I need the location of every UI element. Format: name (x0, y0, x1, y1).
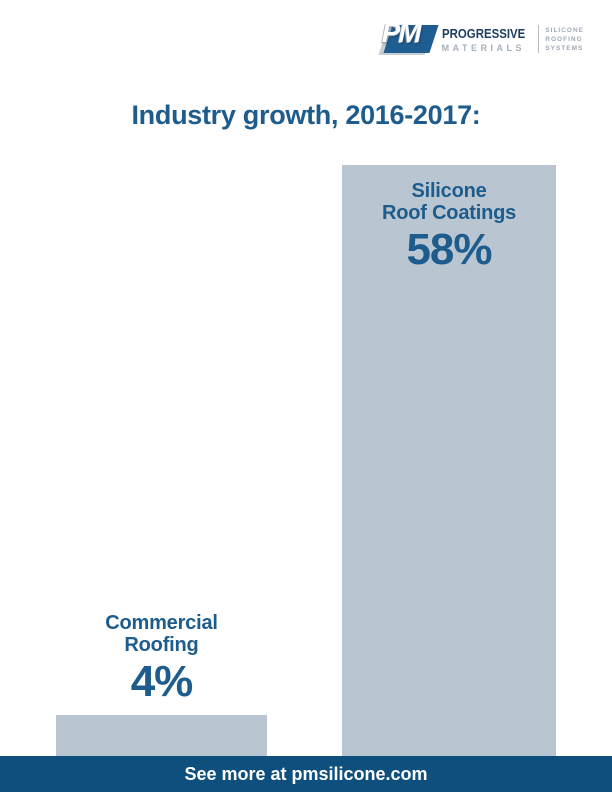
footer-cta-text: See more at pmsilicone.com (184, 763, 428, 784)
logo-divider (538, 25, 540, 53)
logo-name-block: PROGRESSIVE MATERIALS (442, 26, 537, 53)
label-line: Commercial (105, 612, 218, 634)
page-title: Industry growth, 2016-2017: (131, 100, 481, 130)
bar-silicone-roof-coatings (342, 165, 556, 756)
pm-logo-emblem: PM (378, 17, 439, 58)
logo-name-materials: MATERIALS (441, 42, 525, 53)
label-line: Roof Coatings (381, 202, 517, 224)
logo-name-progressive: PROGRESSIVE (441, 25, 525, 41)
label-line: Silicone (411, 180, 487, 202)
company-logo: PM PROGRESSIVE MATERIALS SILICONE ROOFIN… (378, 17, 584, 58)
value-commercial-roofing: 4% (130, 657, 194, 706)
logo-tagline-line3: SYSTEMS (545, 44, 584, 52)
pm-monogram: PM (381, 17, 422, 48)
logo-tagline: SILICONE ROOFING SYSTEMS (545, 26, 584, 53)
footer-banner: See more at pmsilicone.com (0, 756, 612, 792)
bar-commercial-roofing (56, 715, 267, 756)
value-silicone-roof-coatings: 58% (406, 225, 492, 274)
label-silicone-roof-coatings: Silicone Roof Coatings 58% (342, 180, 556, 273)
logo-tagline-line1: SILICONE (545, 26, 584, 34)
label-commercial-roofing: Commercial Roofing 4% (56, 612, 267, 705)
logo-tagline-line2: ROOFING (545, 35, 583, 43)
label-line: Roofing (124, 634, 199, 656)
